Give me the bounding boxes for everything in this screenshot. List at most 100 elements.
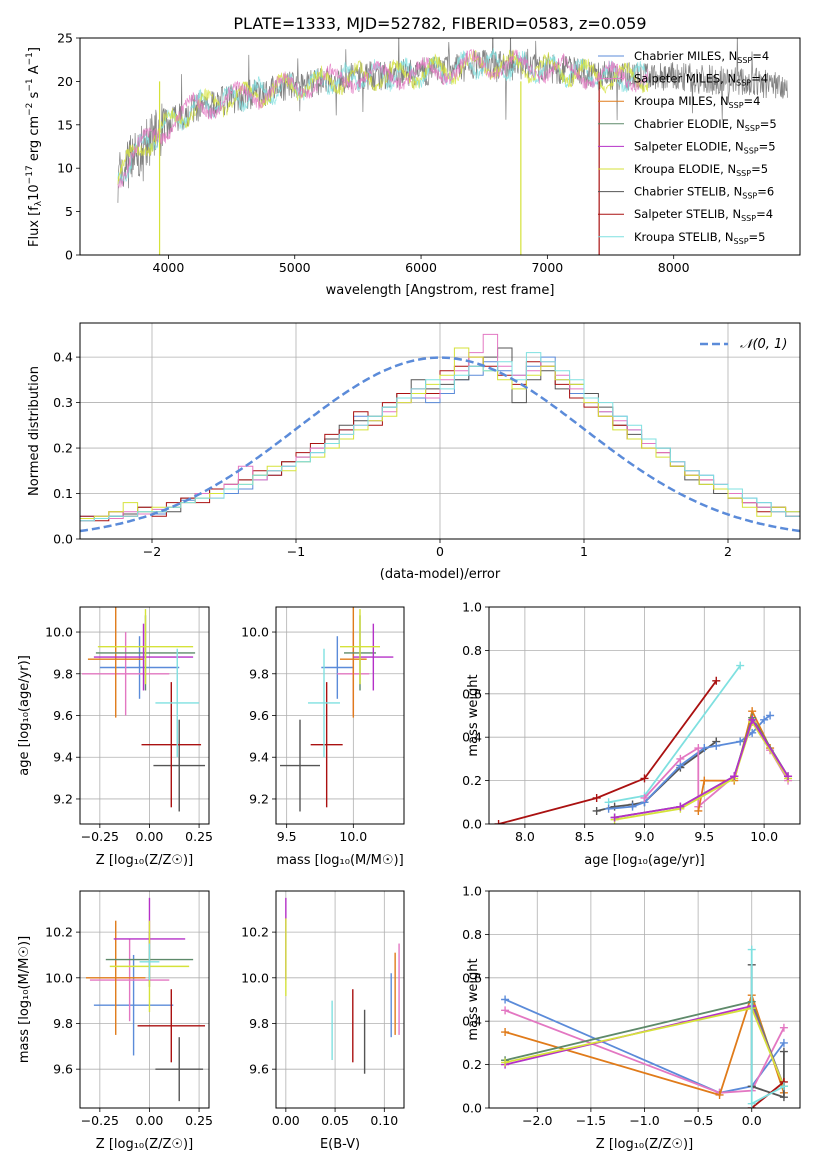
y-axis-label: mass weight [466,958,481,1040]
x-tick-label: −0.25 [81,1113,119,1128]
legend-entry: 𝒩(0, 1) [740,337,787,352]
age_vs_mass-plot-area [280,607,394,812]
y-tick-label: 0.0 [53,532,73,547]
data-point-marker [736,661,745,670]
x-axis-label: wavelength [Angstrom, rest frame] [326,283,555,298]
y-axis-label: Flux [fλ10−17 erg cm−2 s−1 A−1] [25,47,44,247]
axes-frame [79,606,210,825]
data-point-marker [592,806,601,815]
x-tick-label: 0.00 [272,1113,300,1128]
residual_hist-plot-area [80,333,800,533]
x-tick-label: 0.25 [185,829,213,844]
residual_hist-panel: −2 −1 0 1 2 0.0 0.1 0.2 0.3 0.4 (data-model)/error… [27,322,801,582]
axes-frame [79,890,210,1109]
data-point-marker [712,741,721,750]
data-point-marker [700,776,709,785]
data-point-marker [736,737,745,746]
massweight_vs_age-plot-area [494,661,793,824]
x-tick-label: 1 [580,544,588,559]
y-tick-label: 0.1 [53,486,73,501]
legend-entry: Salpeter MILES, NSSP=4 [634,72,768,88]
y-tick-label: 20 [57,74,73,89]
y-tick-label: 9.8 [249,1016,269,1031]
x-tick-label: 0.0 [742,1113,762,1128]
data-point-marker [592,793,601,802]
x-tick-label: 9.5 [277,829,297,844]
x-tick-label: 7000 [531,260,563,275]
y-tick-label: 15 [57,117,73,132]
y-axis-label: age [log₁₀(age/yr)] [17,655,32,776]
gaussian-reference-curve [80,356,800,533]
y-tick-label: 1.0 [462,600,482,615]
y-tick-label: 9.2 [53,791,73,806]
x-tick-label: 6000 [405,260,437,275]
x-tick-label: 9.0 [635,829,655,844]
x-axis-label: Z [log₁₀(Z/Z☉)] [96,1137,193,1152]
data-point-marker [748,715,757,724]
data-point-marker [640,793,649,802]
y-tick-label: 9.6 [53,708,73,723]
age_vs_mass-panel: 9.5 10.0 9.2 9.4 9.6 9.8 10.0 mass [log₁₀(M/M☉)… [241,606,405,868]
y-tick-label: 9.4 [53,750,73,765]
y-tick-label: 10.2 [45,925,73,940]
x-tick-label: 4000 [153,260,185,275]
massweight_vs_Z-panel: −2.0 −1.5 −1.0 −0.5 0.0 0.0 0.2 0.4 0.6 0.8 1.0 Z [… [462,884,801,1152]
x-axis-label: age [log₁₀(age/yr)] [584,853,705,868]
mass_vs_Z-plot-area [85,897,206,1102]
y-tick-label: 10.0 [241,970,269,985]
data-point-marker [501,995,510,1004]
x-axis-label: (data-model)/error [380,567,501,582]
histogram-chabrier-stelib [80,347,800,522]
data-point-marker [501,1028,510,1037]
y-tick-label: 10.0 [45,970,73,985]
spectrum-model-line [117,49,649,185]
data-point-marker [766,711,775,720]
data-point-marker [747,945,756,954]
data-point-marker [779,1093,788,1102]
x-tick-label: −1.5 [576,1113,606,1128]
y-tick-label: 9.6 [53,1062,73,1077]
x-tick-label: −1 [287,544,305,559]
legend-entry: Salpeter STELIB, NSSP=4 [634,207,773,223]
legend-entry: Salpeter ELODIE, NSSP=5 [634,139,776,155]
x-tick-label: 0 [436,544,444,559]
x-tick-label: 0.10 [370,1113,398,1128]
mass_vs_EBV-plot-area [285,897,400,1074]
legend-entry: Chabrier MILES, NSSP=4 [634,49,769,65]
y-tick-label: 9.6 [249,1062,269,1077]
y-axis-label: mass weight [466,674,481,756]
data-point-marker [779,1082,788,1091]
x-tick-label: 5000 [279,260,311,275]
axes-frame [275,890,405,1109]
data-point-marker [501,1006,510,1015]
panels: 4000 5000 6000 7000 80000510152025wavelength… [17,31,801,1152]
y-tick-label: 9.8 [249,666,269,681]
x-tick-label: 10.0 [339,829,367,844]
mass_vs_EBV-panel: 0.00 0.05 0.10 9.6 9.8 10.0 10.2 E(B-V) [241,890,405,1152]
spectrum-panel: 4000 5000 6000 7000 8000 0 5 10 15 20 25 wavelength… [25,31,801,298]
data-point-marker [628,802,637,811]
axes-frame [275,606,405,825]
y-tick-label: 0.8 [462,927,482,942]
x-axis-label: Z [log₁₀(Z/Z☉)] [96,853,193,868]
y-tick-label: 0.4 [53,350,73,365]
legend-entry: Kroupa ELODIE, NSSP=5 [634,162,768,178]
histogram-kroupa-elodie [80,347,800,519]
x-tick-label: 0.25 [185,1113,213,1128]
legend-entry: Chabrier STELIB, NSSP=6 [634,185,774,201]
y-tick-label: 0.6 [462,686,482,701]
data-point-marker [747,1099,756,1108]
histogram-kroupa-stelib [80,352,800,522]
x-axis-label: mass [log₁₀(M/M☉)] [276,853,403,868]
data-point-marker [501,1058,510,1067]
axes-frame [79,322,801,540]
series-line-chabrier-miles [504,998,785,1094]
y-tick-label: 10.0 [45,625,73,640]
y-tick-label: 10 [57,161,73,176]
y-tick-label: 0.6 [462,970,482,985]
series-line-salpeter-stelib [498,680,718,824]
x-tick-label: −0.5 [683,1113,713,1128]
series-line-salpeter-miles [504,1009,785,1094]
y-tick-label: 9.8 [53,666,73,681]
data-point-marker [730,772,739,781]
